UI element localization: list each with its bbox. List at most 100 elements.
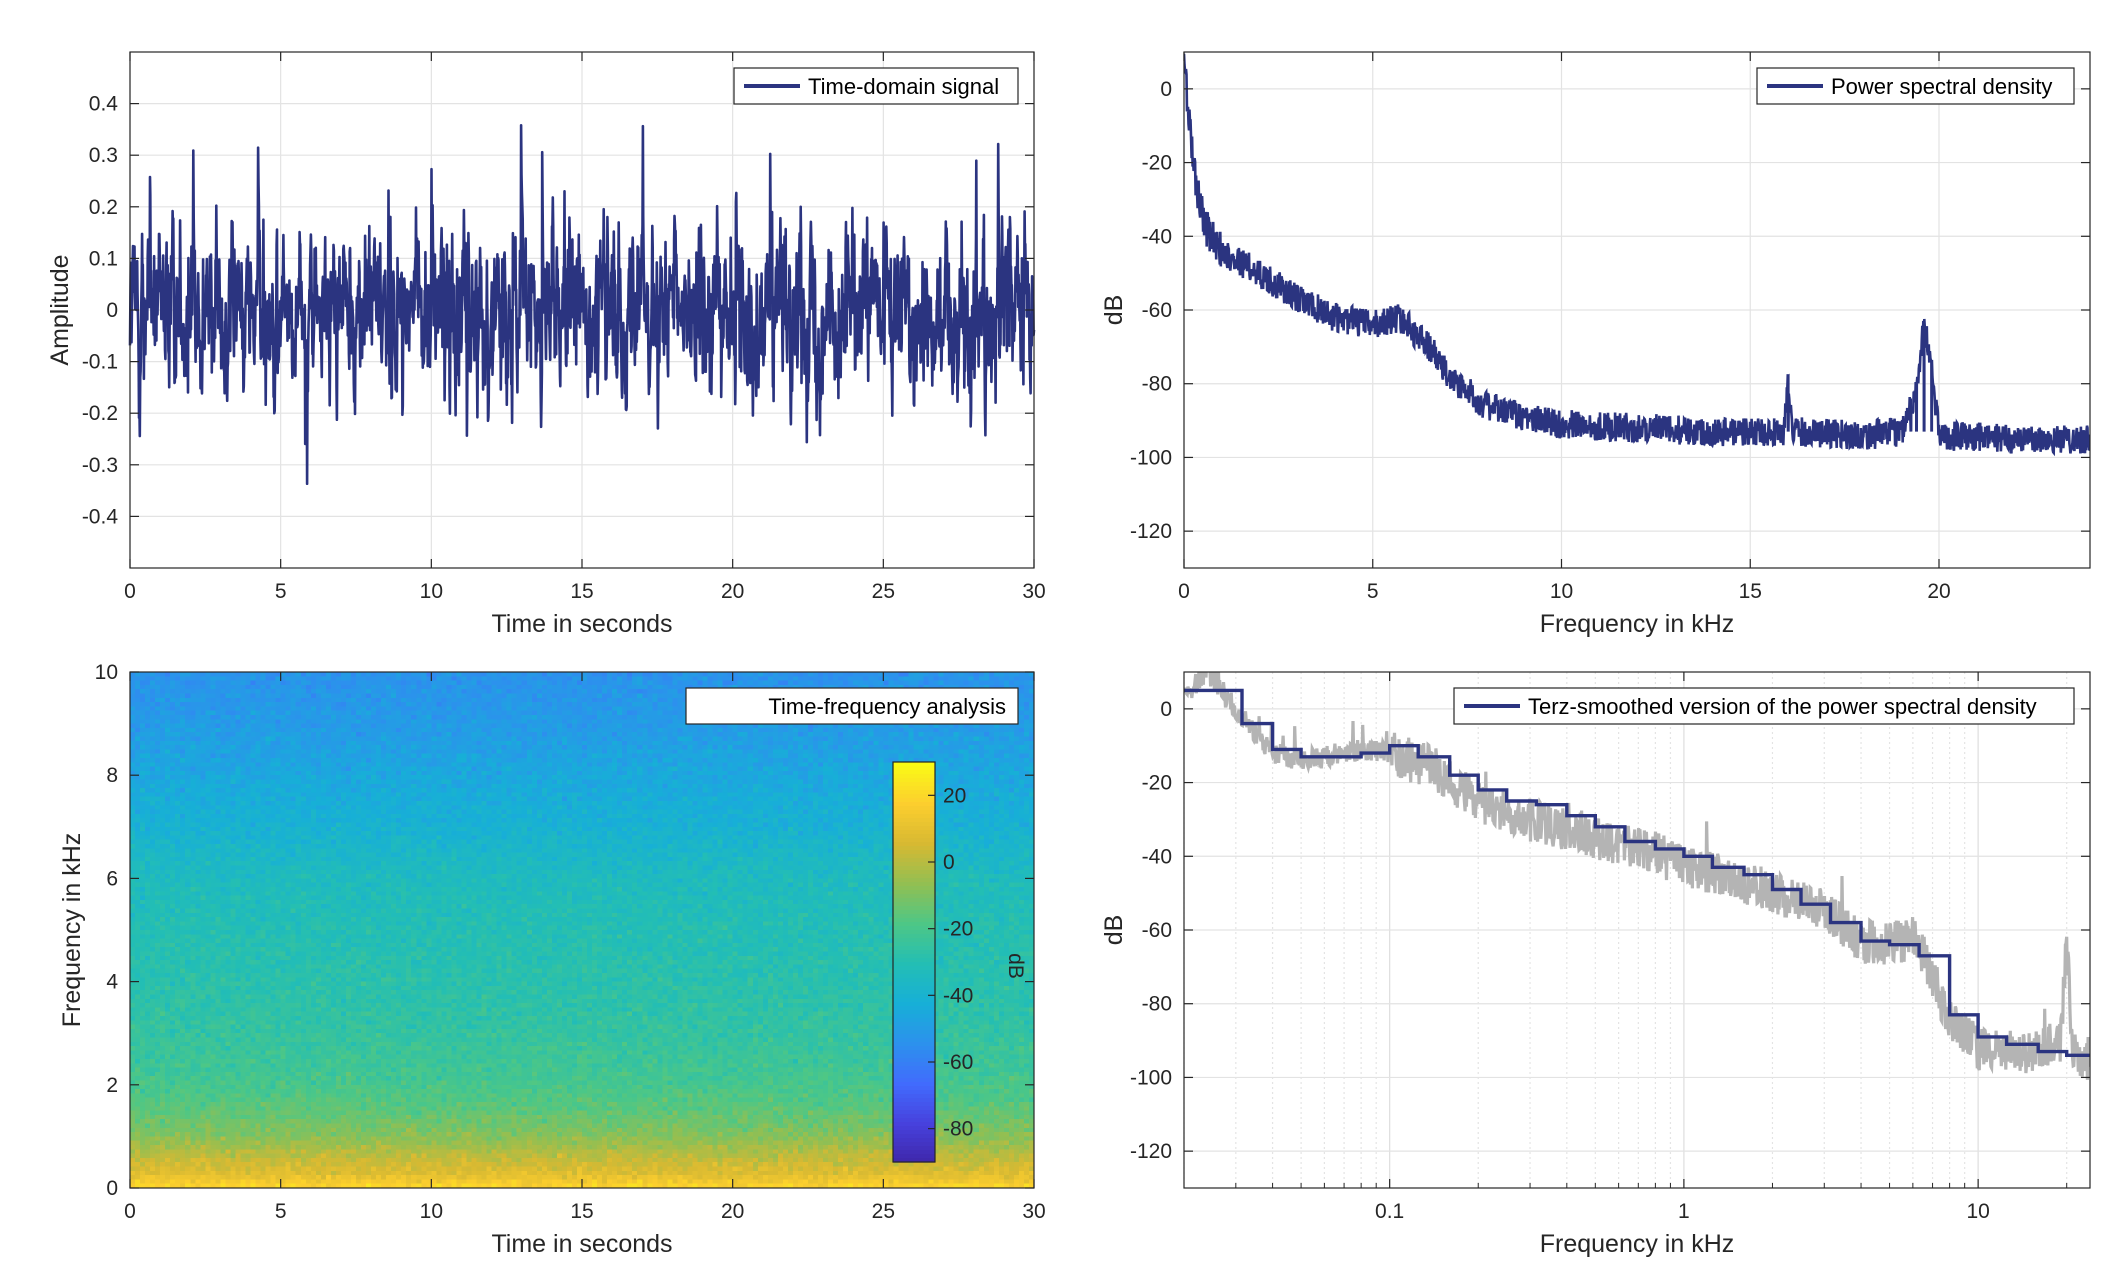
- spectrogram-cell: [516, 727, 523, 733]
- spectrogram-cell: [285, 749, 292, 755]
- spectrogram-cell: [250, 779, 257, 785]
- spectrogram-cell: [315, 702, 322, 707]
- spectrogram-cell: [235, 697, 242, 703]
- spectrogram-cell: [361, 727, 367, 733]
- spectrogram-cell: [762, 770, 769, 776]
- spectrogram-cell: [441, 676, 447, 682]
- spectrogram-cell: [858, 749, 864, 755]
- spectrogram-cell: [717, 758, 724, 763]
- spectrogram-cell: [335, 719, 342, 725]
- spectrogram-cell: [973, 672, 980, 677]
- spectrogram-cell: [165, 779, 171, 785]
- spectrogram-cell: [481, 706, 488, 712]
- spectrogram-cell: [868, 680, 874, 686]
- spectrogram-cell: [597, 719, 603, 725]
- spectrogram-cell: [958, 723, 965, 729]
- spectrogram-cell: [240, 672, 247, 677]
- spectrogram-cell: [396, 706, 402, 712]
- spectrogram-cell: [376, 775, 382, 781]
- spectrogram-cell: [968, 727, 975, 733]
- spectrogram-cell: [883, 753, 889, 759]
- spectrogram-cell: [963, 736, 970, 742]
- spectrogram-cell: [672, 779, 679, 785]
- spectrogram-cell: [858, 732, 864, 738]
- spectrogram-cell: [350, 710, 357, 716]
- spectrogram-cell: [617, 732, 623, 738]
- spectrogram-cell: [647, 736, 653, 742]
- spectrogram-cell: [150, 732, 156, 738]
- spectrogram-cell: [858, 770, 864, 776]
- spectrogram-cell: [1023, 753, 1030, 759]
- spectrogram-cell: [617, 745, 623, 750]
- spectrogram-cell: [627, 715, 633, 720]
- spectrogram-cell: [597, 770, 603, 776]
- spectrogram-cell: [757, 770, 764, 776]
- spectrogram-cell: [702, 749, 709, 755]
- spectrogram-cell: [466, 745, 473, 750]
- spectrogram-cell: [983, 749, 990, 755]
- spectrogram-cell: [150, 727, 156, 733]
- spectrogram-cell: [165, 710, 171, 716]
- spectrogram-cell: [340, 689, 347, 695]
- spectrogram-cell: [481, 770, 488, 776]
- spectrogram-cell: [200, 766, 206, 772]
- spectrogram-cell: [973, 779, 980, 785]
- spectrogram-cell: [220, 727, 227, 733]
- spectrogram-cell: [602, 758, 608, 763]
- spectrogram-cell: [145, 736, 151, 742]
- spectrogram-cell: [642, 719, 648, 725]
- spectrogram-cell: [692, 775, 699, 781]
- spectrogram-cell: [255, 719, 262, 725]
- spectrogram-cell: [416, 684, 422, 690]
- spectrogram-cell: [782, 684, 789, 690]
- spectrogram-cell: [185, 736, 191, 742]
- spectrogram-cell: [983, 732, 990, 738]
- spectrogram-cell: [250, 783, 257, 789]
- spectrogram-cell: [240, 775, 247, 781]
- spectrogram-cell: [692, 727, 699, 733]
- spectrogram-cell: [521, 710, 528, 716]
- spectrogram-cell: [602, 693, 608, 699]
- spectrogram-cell: [747, 684, 754, 690]
- spectrogram-cell: [958, 745, 965, 750]
- spectrogram-cell: [843, 762, 849, 768]
- spectrogram-cell: [345, 706, 352, 712]
- spectrogram-cell: [571, 680, 578, 686]
- spectrogram-cell: [356, 727, 362, 733]
- spectrogram-cell: [687, 736, 694, 742]
- spectrogram-cell: [411, 706, 417, 712]
- spectrogram-cell: [511, 736, 518, 742]
- spectrogram-cell: [391, 676, 397, 682]
- spectrogram-cell: [426, 766, 432, 772]
- spectrogram-cell: [521, 740, 528, 746]
- spectrogram-cell: [657, 779, 663, 785]
- spectrogram-cell: [561, 736, 568, 742]
- spectrogram-cell: [215, 727, 221, 733]
- spectrogram-cell: [436, 693, 442, 699]
- spectrogram-cell: [556, 770, 563, 776]
- spectrogram-cell: [315, 770, 322, 776]
- spectrogram-cell: [461, 736, 468, 742]
- spectrogram-cell: [376, 693, 382, 699]
- spectrogram-cell: [536, 779, 543, 785]
- spectrogram-cell: [366, 689, 372, 695]
- spectrogram-cell: [546, 775, 553, 781]
- spectrogram-cell: [345, 758, 352, 763]
- spectrogram-cell: [617, 672, 623, 677]
- spectrogram-cell: [436, 732, 442, 738]
- spectrogram-cell: [350, 766, 357, 772]
- spectrogram-cell: [757, 783, 764, 789]
- spectrogram-cell: [928, 723, 935, 729]
- spectrogram-cell: [180, 689, 186, 695]
- spectrogram-cell: [968, 684, 975, 690]
- spectrogram-cell: [300, 783, 307, 789]
- spectrogram-cell: [340, 684, 347, 690]
- spectrogram-cell: [1028, 745, 1035, 750]
- spectrogram-cell: [361, 762, 367, 768]
- spectrogram-cell: [185, 745, 191, 750]
- spectrogram-cell: [551, 689, 558, 695]
- spectrogram-cell: [335, 732, 342, 738]
- spectrogram-cell: [381, 723, 387, 729]
- spectrogram-cell: [526, 753, 533, 759]
